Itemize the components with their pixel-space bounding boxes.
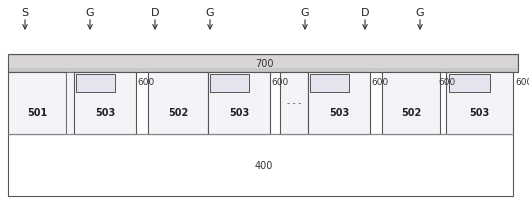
- Bar: [8, 55, 518, 73]
- Bar: [148, 73, 208, 134]
- Bar: [211, 75, 249, 92]
- Bar: [74, 73, 136, 134]
- Text: G: G: [86, 8, 94, 18]
- Text: 503: 503: [329, 108, 349, 118]
- Bar: [208, 73, 270, 134]
- Text: 501: 501: [27, 108, 47, 118]
- Bar: [280, 73, 308, 134]
- Text: S: S: [22, 8, 29, 18]
- Text: 600: 600: [271, 78, 288, 87]
- Text: G: G: [416, 8, 424, 18]
- Bar: [449, 75, 490, 92]
- Text: 700: 700: [255, 59, 273, 69]
- Bar: [311, 75, 349, 92]
- Text: G: G: [300, 8, 309, 18]
- Text: G: G: [206, 8, 214, 18]
- Text: 503: 503: [229, 108, 249, 118]
- Bar: [382, 73, 440, 134]
- Text: 502: 502: [168, 108, 188, 118]
- Bar: [9, 57, 517, 69]
- Bar: [8, 134, 513, 196]
- Text: 600: 600: [438, 78, 455, 87]
- Bar: [446, 73, 513, 134]
- Text: 600: 600: [371, 78, 388, 87]
- Text: 600: 600: [137, 78, 154, 87]
- Text: 502: 502: [401, 108, 421, 118]
- Bar: [77, 75, 115, 92]
- Bar: [8, 73, 66, 134]
- Text: - - -: - - -: [287, 99, 301, 108]
- Bar: [66, 73, 74, 134]
- Bar: [308, 73, 370, 134]
- Text: D: D: [361, 8, 369, 18]
- Text: 503: 503: [95, 108, 115, 118]
- Text: 503: 503: [469, 108, 490, 118]
- Text: 600: 600: [515, 78, 529, 87]
- Text: 400: 400: [255, 160, 273, 170]
- Text: D: D: [151, 8, 159, 18]
